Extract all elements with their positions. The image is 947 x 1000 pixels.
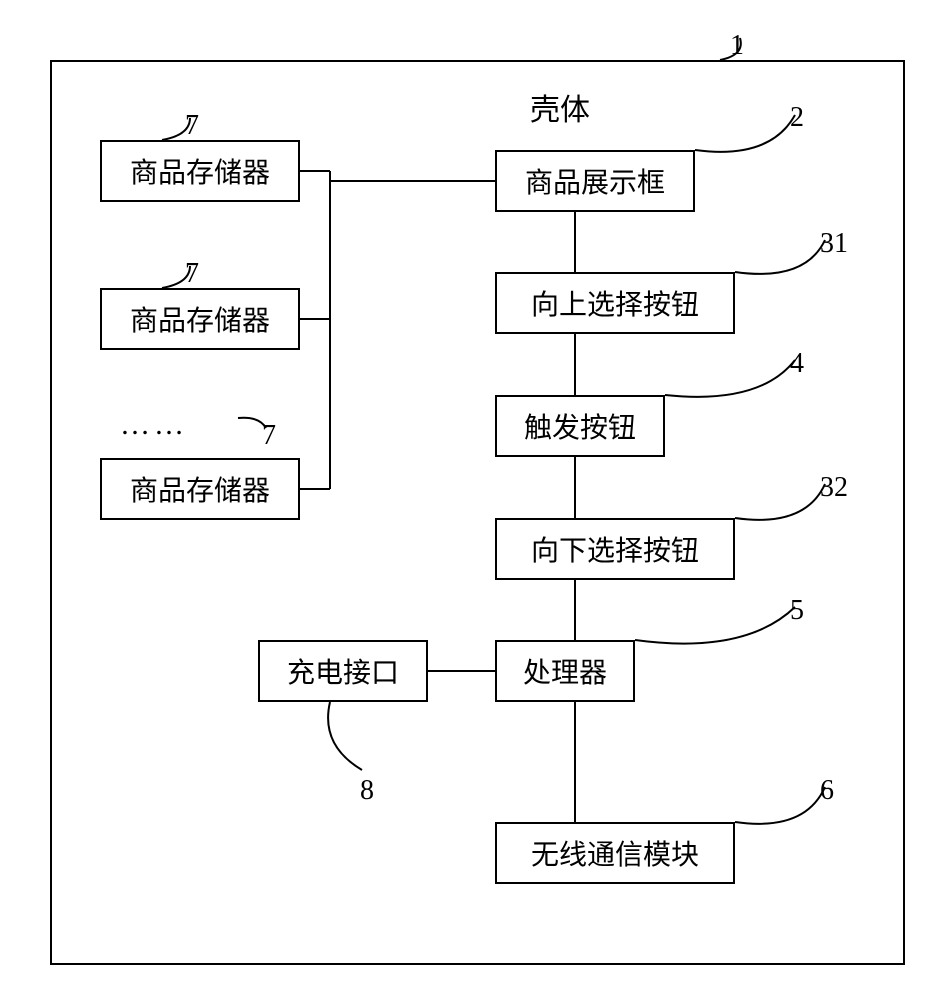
wireless-box: 无线通信模块: [495, 822, 735, 884]
storage-box-1: 商品存储器: [100, 140, 300, 202]
down-button-box-ref: 32: [820, 472, 848, 504]
up-button-box: 向上选择按钮: [495, 272, 735, 334]
outer-title: 壳体: [530, 85, 590, 129]
charger-box-label: 充电接口: [287, 651, 399, 691]
down-button-box-label: 向下选择按钮: [531, 529, 699, 569]
up-button-box-label: 向上选择按钮: [531, 283, 699, 323]
storage-box-3-label: 商品存储器: [130, 469, 270, 509]
storage-box-2: 商品存储器: [100, 288, 300, 350]
processor-box: 处理器: [495, 640, 635, 702]
display-box-label: 商品展示框: [525, 161, 665, 201]
down-button-box: 向下选择按钮: [495, 518, 735, 580]
trigger-box-ref: 4: [790, 348, 804, 380]
storage-box-1-label: 商品存储器: [130, 151, 270, 191]
ellipsis: ……: [120, 408, 188, 442]
outer-ref: 1: [730, 30, 744, 62]
trigger-box-label: 触发按钮: [524, 406, 636, 446]
charger-box-ref: 8: [360, 775, 374, 807]
storage-box-2-ref: 7: [185, 258, 199, 290]
wireless-box-label: 无线通信模块: [531, 833, 699, 873]
processor-box-ref: 5: [790, 595, 804, 627]
ellipsis-ref: 7: [262, 420, 276, 452]
storage-box-1-ref: 7: [185, 110, 199, 142]
storage-box-2-label: 商品存储器: [130, 299, 270, 339]
storage-box-3: 商品存储器: [100, 458, 300, 520]
wireless-box-ref: 6: [820, 775, 834, 807]
trigger-box: 触发按钮: [495, 395, 665, 457]
display-box: 商品展示框: [495, 150, 695, 212]
display-box-ref: 2: [790, 102, 804, 134]
processor-box-label: 处理器: [523, 651, 607, 691]
charger-box: 充电接口: [258, 640, 428, 702]
up-button-box-ref: 31: [820, 228, 848, 260]
